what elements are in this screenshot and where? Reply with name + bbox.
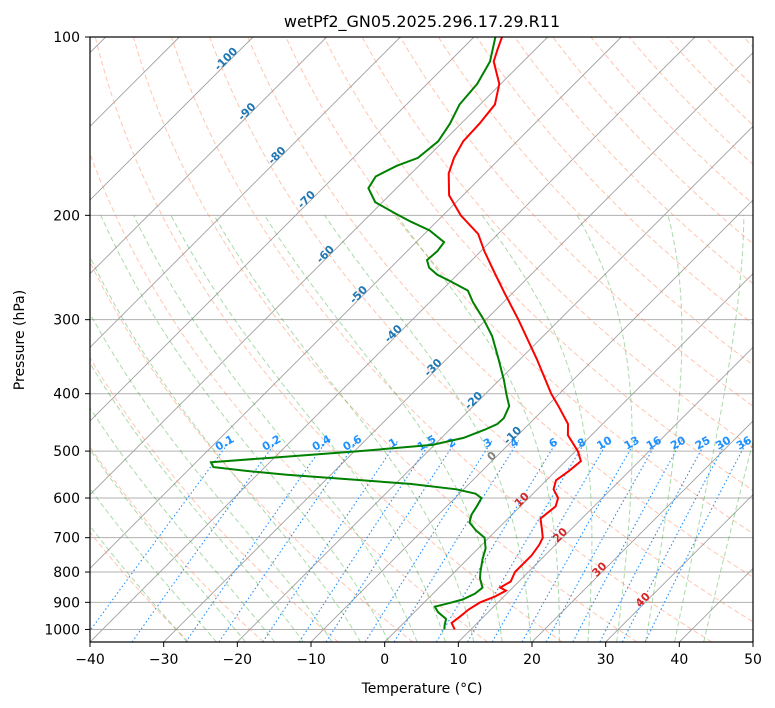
y-tick-label: 900	[53, 595, 80, 611]
x-axis-ticks: −40 −30 −20 −10 0 10 20 30 40 50	[75, 642, 762, 668]
moist-adiabat-line	[90, 487, 217, 642]
dry-adiabat-line	[90, 531, 190, 642]
x-axis-label: Temperature (°C)	[361, 681, 483, 697]
x-tick-label: 0	[380, 652, 389, 668]
moist-adiabat-line	[481, 215, 593, 642]
moist-adiabat-line	[324, 215, 532, 642]
dry-adiabat-line	[399, 37, 753, 407]
mixing-ratio-line	[262, 440, 399, 642]
isotherm-line	[310, 199, 753, 642]
x-tick-label: −20	[223, 652, 253, 668]
dry-adiabat-line	[361, 37, 753, 449]
y-tick-label: 1000	[44, 622, 80, 638]
mixing-ratio-line	[644, 440, 748, 642]
mixing-ratio-line	[491, 440, 609, 642]
mixing-ratio-line	[521, 440, 637, 642]
mixing-ratio-line	[325, 440, 457, 642]
isotherm-line	[90, 37, 254, 201]
profile-series	[209, 37, 583, 630]
dry-adiabat-line	[209, 37, 753, 623]
isotherm-line	[163, 52, 753, 642]
mixing-ratio-line	[298, 440, 432, 642]
moist-adiabat-line	[90, 448, 246, 642]
dry-adiabat-line	[94, 37, 563, 642]
y-tick-label: 600	[53, 491, 80, 507]
moist-adiabat-line	[90, 255, 361, 642]
moist-adiabat-line	[170, 215, 446, 642]
mixing-ratio-line	[435, 440, 558, 642]
moist-adiabat-line	[90, 312, 333, 642]
isotherm-line	[90, 37, 475, 422]
dry-adiabat-line	[90, 356, 339, 642]
dry-adiabat-line	[90, 446, 264, 642]
x-tick-label: −30	[149, 652, 179, 668]
isotherm-line	[90, 37, 622, 569]
y-axis-ticks: 100 200 300 400 500 600 700 800 900 1000	[44, 30, 90, 638]
isotherm-line	[458, 346, 753, 642]
moist-adiabat-line	[264, 215, 503, 642]
dry-adiabat-line	[132, 37, 638, 642]
y-tick-label: 100	[53, 30, 80, 46]
mixing-ratio-line	[90, 440, 231, 632]
moist-adiabat-line	[100, 215, 390, 642]
dry-adiabat-line	[247, 37, 753, 578]
dry-adiabat-line	[90, 260, 414, 642]
moist-adiabat-line	[213, 215, 475, 642]
y-tick-label: 800	[53, 565, 80, 581]
isotherm-line	[90, 37, 696, 642]
y-tick-label: 700	[53, 531, 80, 547]
dry-adiabat-line	[171, 37, 712, 642]
mixing-ratio-line	[393, 440, 520, 642]
x-tick-label: −40	[75, 652, 105, 668]
isotherm-line	[90, 37, 548, 496]
y-tick-label: 200	[53, 208, 80, 224]
isotherm-line	[90, 37, 327, 275]
moist-adiabat-line	[645, 215, 683, 642]
moist-adiabat-line	[90, 362, 304, 642]
isotherm-line	[605, 494, 753, 642]
x-tick-label: 50	[744, 652, 762, 668]
y-axis-label: Pressure (hPa)	[12, 290, 28, 390]
x-tick-label: 10	[449, 652, 467, 668]
plot-frame	[89, 36, 754, 643]
mixing-ratio-line	[131, 440, 278, 642]
x-tick-label: 30	[597, 652, 615, 668]
isotherm-line	[237, 125, 753, 642]
isotherm-line	[531, 420, 753, 642]
mixing-ratio-label: 36	[734, 433, 754, 452]
mixing-ratio-line	[364, 440, 493, 642]
moist-adiabat-line	[90, 525, 188, 642]
temperature-profile-line	[447, 37, 583, 630]
mixing-ratio-line	[185, 440, 328, 642]
chart-title: wetPf2_GN05.2025.296.17.29.R11	[284, 12, 560, 32]
dry-adiabat-line	[514, 37, 753, 285]
dewpoint-profile-line	[209, 37, 511, 630]
mixing-ratio-line	[545, 440, 659, 642]
x-tick-label: 40	[670, 652, 688, 668]
x-tick-label: −10	[296, 652, 326, 668]
moist-adiabat-line	[133, 215, 418, 642]
y-tick-label: 400	[53, 387, 80, 403]
mixing-ratio-line	[467, 440, 587, 642]
moist-adiabat-line	[576, 215, 633, 642]
moist-adiabat-line	[674, 215, 745, 642]
mixing-ratio-line	[572, 440, 683, 642]
isotherm-line	[90, 37, 401, 348]
dry-adiabat-line	[437, 37, 753, 366]
moist-adiabat-line	[703, 439, 753, 642]
y-tick-label: 500	[53, 444, 80, 460]
moist-adiabat-line	[396, 215, 560, 642]
y-tick-label: 300	[53, 313, 80, 329]
x-tick-label: 20	[523, 652, 541, 668]
dry-adiabat-line	[90, 152, 488, 642]
